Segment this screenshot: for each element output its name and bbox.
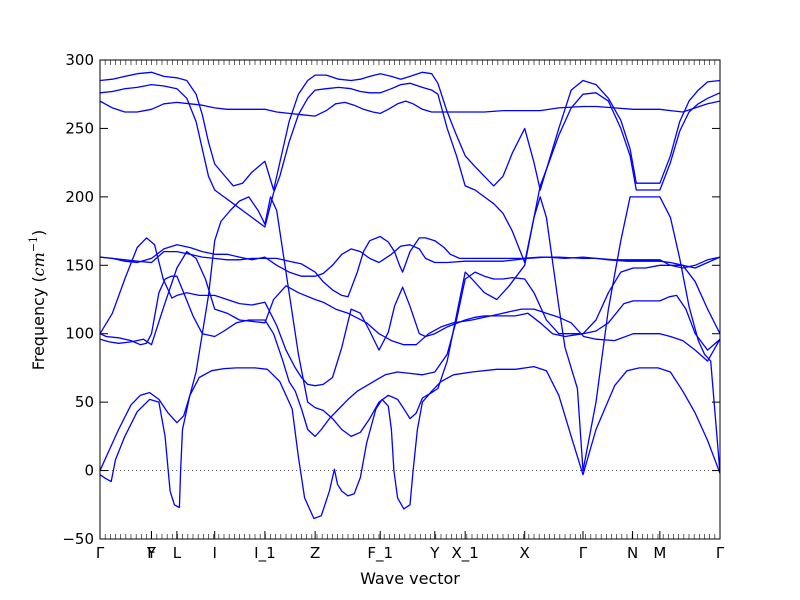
x-tick-label: Z <box>310 544 320 562</box>
band-1 <box>100 365 720 520</box>
plot-area <box>100 71 720 520</box>
y-axis: −50 0 50 100 150 200 250 300 <box>62 51 720 548</box>
y-axis-label-suffix: ) <box>29 230 48 236</box>
x-tick-label: Γ <box>579 544 588 562</box>
band-6 <box>100 244 720 277</box>
x-axis: Γ YF L I I_1 Z F_1 Y X_1 X Γ N M Γ <box>96 60 725 563</box>
x-tick-label: F_1 <box>367 544 393 563</box>
x-tick-label: L <box>173 544 182 562</box>
y-tick-label: 250 <box>65 119 94 137</box>
x-tick-label: M <box>653 544 666 562</box>
band-2 <box>100 196 720 474</box>
x-tick-label: I <box>212 544 216 562</box>
y-axis-label-unit: cm <box>29 252 48 276</box>
y-tick-label: 0 <box>84 462 94 480</box>
y-tick-label: 200 <box>65 188 94 206</box>
band-5 <box>100 264 720 438</box>
y-axis-label-exponent: −1 <box>27 236 40 252</box>
y-tick-label: 50 <box>75 393 94 411</box>
y-tick-label: 100 <box>65 325 94 343</box>
y-axis-label: Frequency (cm−1) <box>27 230 48 371</box>
x-tick-label: Γ <box>96 544 105 562</box>
axes-frame <box>99 59 721 540</box>
band-8 <box>100 100 720 117</box>
band-10 <box>100 71 720 191</box>
x-axis-label: Wave vector <box>360 569 460 588</box>
x-tick-label: I_1 <box>254 544 275 563</box>
y-tick-label: 300 <box>65 51 94 69</box>
y-tick-label: 150 <box>65 256 94 274</box>
x-tick-label: Y <box>146 544 157 562</box>
x-tick-label: X_1 <box>452 544 479 563</box>
band-9 <box>100 82 720 264</box>
band-4 <box>100 237 720 387</box>
x-tick-label: F <box>147 544 156 562</box>
plot-frame <box>99 59 721 540</box>
x-tick-label: N <box>627 544 638 562</box>
y-tick-label: −50 <box>62 530 94 548</box>
y-axis-label-prefix: Frequency ( <box>29 276 48 370</box>
band-7 <box>100 235 720 298</box>
x-tick-label: X <box>520 544 530 562</box>
x-tick-label: Y <box>429 544 440 562</box>
x-tick-label: Γ <box>716 544 725 562</box>
band-3 <box>100 250 720 362</box>
